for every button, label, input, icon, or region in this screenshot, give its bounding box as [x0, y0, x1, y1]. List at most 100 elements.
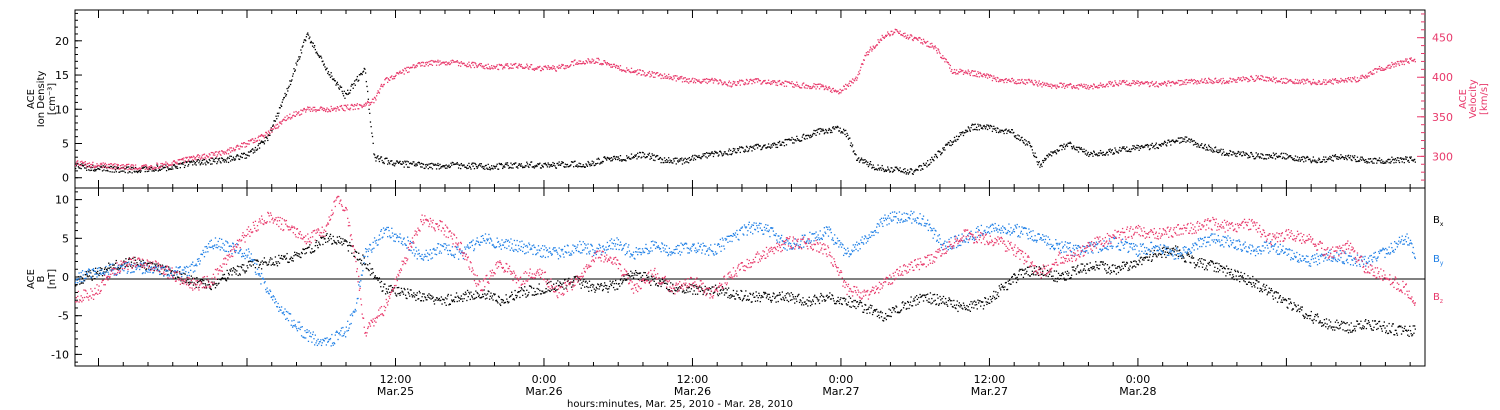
velocity-series-point — [821, 85, 823, 88]
velocity-series-point — [839, 88, 841, 91]
ion-density-series-point — [1028, 142, 1031, 144]
ion-density-series-point — [1362, 158, 1364, 160]
ion-density-series-point — [418, 161, 420, 163]
velocity-series-point — [625, 71, 627, 73]
ion-density-series-point — [835, 126, 837, 128]
velocity-series-point — [682, 78, 684, 80]
velocity-series-point — [455, 61, 458, 63]
bx-series-point — [286, 252, 288, 255]
ion-density-series-point — [657, 155, 659, 157]
bx-series-point — [415, 299, 417, 302]
ion-density-series-point — [601, 160, 604, 163]
velocity-series-point — [221, 150, 223, 152]
ion-density-series-point — [128, 166, 130, 168]
velocity-series-point — [1159, 83, 1161, 86]
velocity-series-point — [958, 71, 960, 73]
velocity-series-point — [544, 65, 546, 68]
velocity-series-point — [992, 77, 994, 79]
velocity-series-point — [810, 87, 812, 90]
ion-density-series-point — [774, 142, 776, 145]
velocity-series-point — [794, 84, 797, 86]
ion-density-series-point — [731, 153, 733, 155]
velocity-series-point — [254, 137, 257, 140]
bx-series-point — [586, 285, 588, 288]
velocity-series-point — [588, 59, 590, 61]
velocity-series-point — [396, 72, 398, 74]
ion-density-series-point — [765, 147, 768, 149]
velocity-series-point — [845, 83, 847, 86]
velocity-series-point — [710, 78, 713, 81]
ion-density-series-point — [192, 160, 195, 162]
bx-series-point — [590, 284, 592, 286]
ion-density-series-point — [706, 157, 708, 159]
ion-density-series-point — [211, 163, 213, 165]
ion-density-series-point — [1020, 139, 1022, 141]
ion-density-series-point — [415, 163, 418, 165]
velocity-series-point — [592, 59, 595, 61]
velocity-series-point — [457, 64, 460, 67]
velocity-series-point — [604, 61, 606, 64]
ion-density-series-point — [382, 161, 385, 163]
velocity-series-point — [1256, 78, 1258, 80]
ion-density-series-point — [590, 164, 593, 167]
bx-series-point — [406, 288, 409, 290]
ion-density-series-point — [309, 36, 311, 38]
velocity-series-point — [298, 111, 300, 113]
velocity-series-point — [141, 165, 144, 167]
bx-series-point — [606, 285, 608, 287]
ion-density-series-point — [1387, 159, 1389, 161]
ion-density-series-point — [689, 159, 691, 162]
ion-density-series-point — [470, 168, 472, 170]
velocity-series-point — [1028, 78, 1030, 81]
ion-density-series-point — [1380, 162, 1382, 164]
bx-series-point — [130, 261, 133, 263]
bx-series-point — [310, 252, 312, 254]
velocity-series-point — [1320, 83, 1322, 85]
velocity-series-point — [1179, 80, 1182, 82]
ion-density-series-point — [531, 166, 533, 168]
ion-density-series-point — [1008, 129, 1010, 131]
velocity-series-point — [1379, 68, 1381, 70]
ion-density-series-point — [895, 166, 897, 169]
bx-series-point — [599, 285, 601, 288]
velocity-series-point — [819, 83, 821, 85]
velocity-series-point — [306, 108, 308, 110]
velocity-series-point — [1005, 77, 1007, 80]
bx-series-point — [515, 297, 518, 299]
velocity-series-point — [622, 69, 624, 71]
velocity-series-point — [935, 49, 938, 52]
ion-density-series-point — [416, 164, 418, 166]
ion-density-series-point — [266, 137, 268, 140]
velocity-series-point — [751, 82, 753, 85]
velocity-series-point — [1239, 78, 1242, 81]
ion-density-series-point — [479, 163, 481, 165]
ion-density-series-point — [1046, 154, 1049, 157]
ion-density-series-point — [932, 159, 934, 161]
ion-density-series-point — [991, 125, 993, 128]
ion-density-series-point — [836, 125, 839, 128]
bx-series-point — [428, 293, 430, 295]
ion-density-series-point — [342, 92, 344, 95]
bx-series-point — [456, 300, 458, 303]
velocity-series-point — [896, 30, 899, 32]
velocity-series-point — [1150, 82, 1153, 84]
ion-density-series-point — [380, 156, 383, 158]
ion-density-series-point — [247, 154, 249, 157]
velocity-series-point — [1039, 84, 1041, 86]
ion-density-series-point — [867, 165, 870, 168]
ion-density-series-point — [868, 164, 870, 166]
bx-series-point — [101, 275, 104, 277]
ion-density-series-point — [1206, 148, 1208, 150]
ion-density-series-point — [291, 79, 293, 81]
velocity-series-point — [1046, 82, 1048, 84]
ion-density-series-point — [917, 169, 919, 171]
velocity-series-point — [1331, 82, 1333, 85]
ion-density-series-point — [212, 157, 214, 160]
velocity-series-point — [315, 110, 317, 113]
velocity-series-point — [1170, 85, 1172, 87]
velocity-series-point — [955, 69, 958, 71]
velocity-series-point — [679, 78, 681, 80]
velocity-series-point — [910, 34, 912, 36]
ion-density-series-point — [509, 166, 511, 169]
velocity-series-point — [102, 162, 104, 164]
